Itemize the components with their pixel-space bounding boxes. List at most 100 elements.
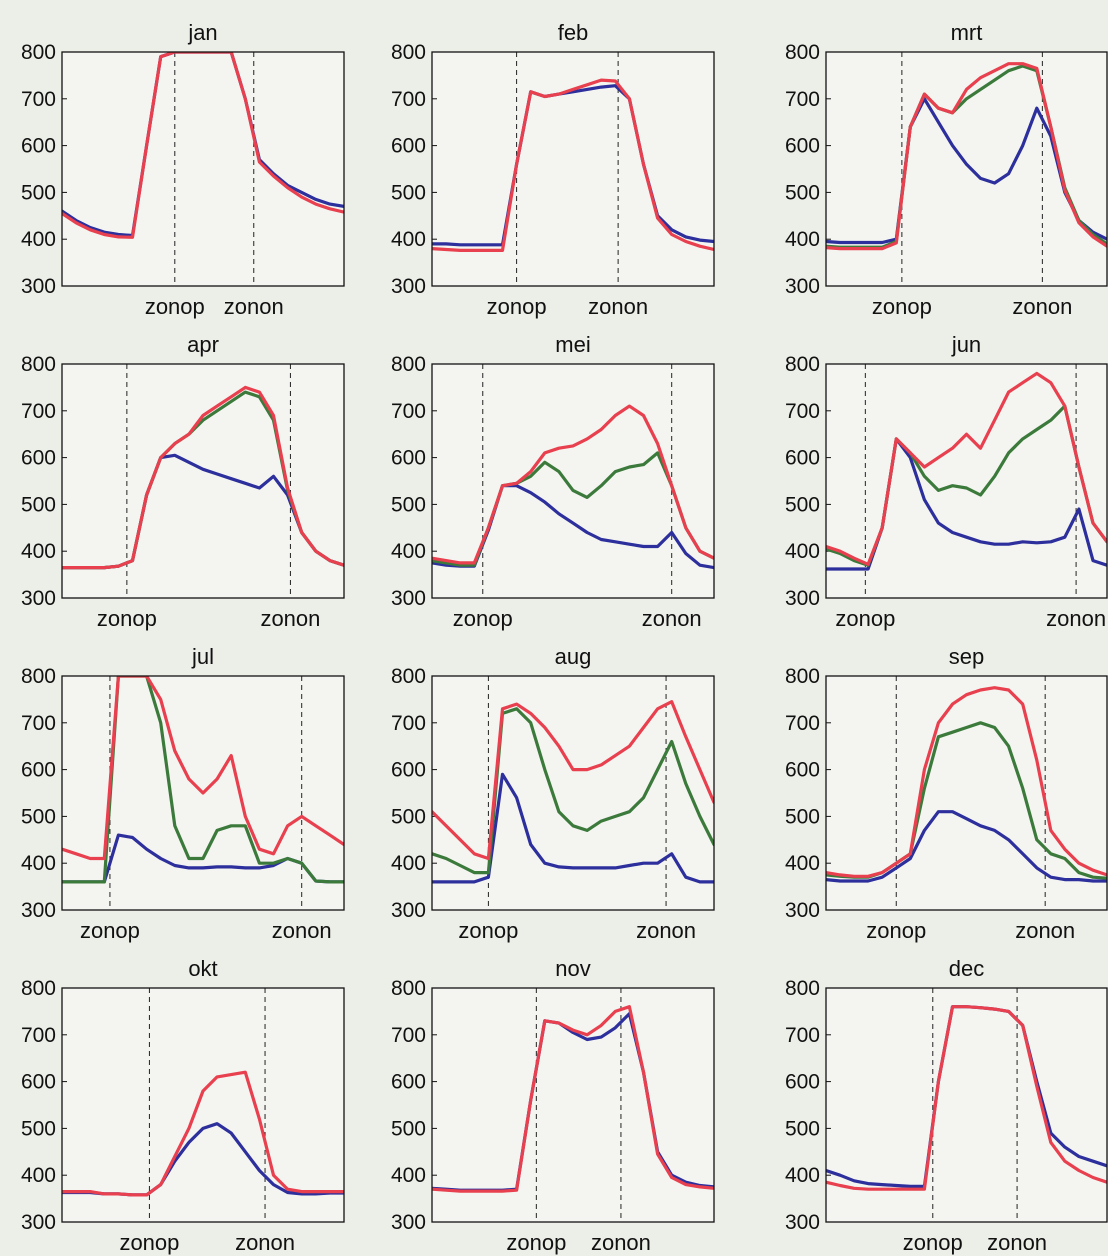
y-tick-label: 600 [21, 759, 56, 782]
zonop-label: zonop [835, 606, 895, 631]
zonop-label: zonop [487, 294, 547, 319]
zonop-label: zonop [145, 294, 205, 319]
y-tick-label: 300 [785, 587, 820, 610]
y-tick-label: 400 [21, 228, 56, 251]
y-tick-label: 500 [391, 181, 426, 204]
plot-area [826, 52, 1107, 286]
y-tick-label: 500 [21, 805, 56, 828]
y-tick-label: 300 [21, 899, 56, 922]
y-tick-label: 300 [391, 275, 426, 298]
y-tick-label: 800 [785, 41, 820, 64]
plot-area [826, 988, 1107, 1222]
zonon-label: zonon [1015, 918, 1075, 943]
y-tick-label: 300 [21, 1211, 56, 1234]
red-series-line [62, 676, 344, 861]
plot-frame [431, 675, 715, 911]
y-tick-label: 300 [391, 587, 426, 610]
panel-title: mei [555, 332, 590, 357]
y-tick-label: 300 [785, 899, 820, 922]
plot-area [62, 52, 344, 286]
plot-frame [825, 363, 1108, 599]
y-tick-label: 800 [785, 353, 820, 376]
y-tick-label: 700 [21, 1024, 56, 1047]
plot-frame [431, 363, 715, 599]
panel-title: sep [949, 644, 984, 669]
plot-frame [61, 675, 345, 911]
y-tick-label: 300 [391, 899, 426, 922]
y-tick-label: 400 [21, 852, 56, 875]
plot-frame [431, 987, 715, 1223]
panel-mrt: mrt 300 400 500 600 700 800 zonop zonon [785, 20, 1108, 319]
y-tick-label: 400 [391, 540, 426, 563]
panel-aug: aug 300 400 500 600 700 800 zonop zonon [391, 644, 715, 943]
zonop-label: zonop [458, 918, 518, 943]
y-tick-label: 800 [785, 665, 820, 688]
panel-nov: nov 300 400 500 600 700 800 zonop zonon [391, 956, 715, 1255]
blue-series-line [62, 52, 344, 238]
y-tick-label: 600 [391, 759, 426, 782]
panel-title: jul [191, 644, 214, 669]
zonon-label: zonon [272, 918, 332, 943]
y-tick-label: 500 [391, 493, 426, 516]
panel-title: apr [187, 332, 219, 357]
y-tick-label: 500 [785, 493, 820, 516]
y-tick-label: 700 [21, 88, 56, 111]
blue-series-line [432, 772, 714, 884]
zonon-label: zonon [235, 1230, 295, 1255]
y-tick-label: 700 [391, 88, 426, 111]
panel-title: feb [558, 20, 589, 45]
zonop-label: zonop [903, 1230, 963, 1255]
y-tick-label: 500 [785, 805, 820, 828]
y-tick-label: 700 [21, 400, 56, 423]
zonop-label: zonop [97, 606, 157, 631]
y-tick-label: 400 [21, 540, 56, 563]
red-series-line [432, 700, 714, 861]
y-tick-label: 400 [21, 1164, 56, 1187]
red-series-line [62, 52, 344, 239]
y-tick-label: 300 [21, 587, 56, 610]
y-tick-label: 800 [391, 665, 426, 688]
plot-frame [825, 51, 1108, 287]
y-tick-label: 300 [785, 275, 820, 298]
y-tick-label: 600 [391, 135, 426, 158]
y-tick-label: 400 [391, 1164, 426, 1187]
zonop-label: zonop [80, 918, 140, 943]
zonon-label: zonon [1046, 606, 1106, 631]
plot-frame [825, 987, 1108, 1223]
red-series-line [826, 686, 1107, 878]
y-tick-label: 800 [21, 977, 56, 1000]
blue-series-line [432, 84, 714, 247]
y-tick-label: 700 [785, 712, 820, 735]
red-series-line [432, 78, 714, 252]
plot-area [432, 676, 714, 910]
zonop-label: zonop [119, 1230, 179, 1255]
zonon-label: zonon [588, 294, 648, 319]
red-series-line [62, 385, 344, 570]
plot-area [826, 676, 1107, 910]
panel-title: dec [949, 956, 984, 981]
panel-jul: jul 300 400 500 600 700 800 zonop zonon [21, 644, 345, 943]
zonon-label: zonon [987, 1230, 1047, 1255]
panel-feb: feb 300 400 500 600 700 800 zonop zonon [391, 20, 715, 319]
plot-frame [61, 987, 345, 1223]
panel-apr: apr 300 400 500 600 700 800 zonop zonon [21, 332, 345, 631]
zonon-label: zonon [224, 294, 284, 319]
y-tick-label: 600 [391, 447, 426, 470]
zonon-label: zonon [636, 918, 696, 943]
red-series-line [826, 371, 1107, 566]
panel-sep: sep 300 400 500 600 700 800 zonop zonon [785, 644, 1108, 943]
zonop-label: zonop [506, 1230, 566, 1255]
zonon-label: zonon [260, 606, 320, 631]
red-series-line [826, 1005, 1107, 1191]
y-tick-label: 800 [785, 977, 820, 1000]
y-tick-label: 800 [391, 977, 426, 1000]
y-tick-label: 600 [785, 447, 820, 470]
zonop-label: zonop [866, 918, 926, 943]
y-tick-label: 400 [391, 228, 426, 251]
y-tick-label: 700 [785, 88, 820, 111]
plot-area [432, 364, 714, 598]
plot-area [432, 988, 714, 1222]
zonop-label: zonop [453, 606, 513, 631]
y-tick-label: 600 [391, 1071, 426, 1094]
